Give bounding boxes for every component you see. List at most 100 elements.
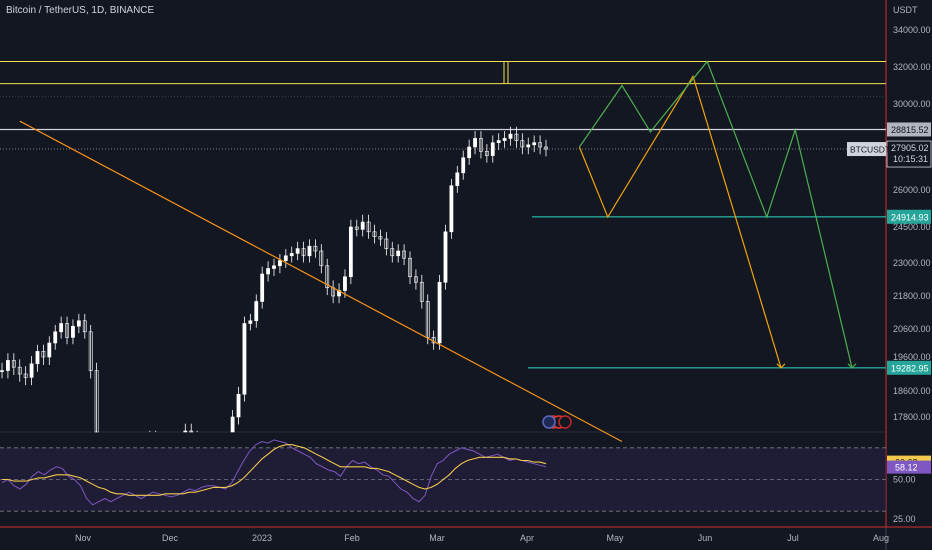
- time-tick-label: Apr: [520, 533, 534, 543]
- candle-body: [372, 231, 377, 237]
- candle-body: [313, 245, 318, 252]
- time-tick-label: Mar: [429, 533, 445, 543]
- candle-body: [283, 255, 288, 261]
- price-tick-label: 19600.00: [893, 352, 931, 362]
- candle-body: [473, 138, 477, 148]
- price-tick-label: 26000.00: [893, 185, 931, 195]
- rsi-tag: 58.12: [895, 463, 918, 473]
- candle-body: [94, 370, 99, 433]
- rsi-line: [1, 439, 547, 506]
- candle-body: [461, 157, 466, 174]
- projection-orange-path: [578, 74, 782, 368]
- candle-body: [23, 373, 28, 378]
- candle-body: [419, 281, 424, 302]
- support-1-price-tag: 24914.93: [891, 212, 929, 222]
- candle-body: [236, 393, 241, 418]
- candle-body: [65, 323, 69, 338]
- countdown-tag: 10:15:31: [893, 154, 928, 164]
- support-1-price-tag-bg: [887, 209, 931, 224]
- candle-body: [437, 281, 442, 344]
- candle-body: [11, 360, 16, 368]
- rsi-tick-label: 25.00: [893, 514, 916, 524]
- candle-body: [496, 140, 501, 144]
- projection-orange-path-arrow: [776, 363, 786, 369]
- price-tick-label: 20600.00: [893, 324, 931, 334]
- candle-body: [6, 360, 10, 371]
- time-tick-label: Jul: [787, 533, 799, 543]
- candle-body: [414, 276, 418, 283]
- candle-body: [29, 363, 34, 378]
- projection-green-path: [578, 60, 853, 368]
- symbol-tag-bg: [847, 142, 886, 157]
- price-tick-label: 24500.00: [893, 222, 931, 232]
- candle-body: [390, 248, 395, 257]
- candle-body: [47, 342, 52, 358]
- candle-body: [242, 323, 247, 395]
- candle-body: [479, 138, 483, 152]
- candle-body: [289, 253, 294, 257]
- candle-body: [189, 430, 194, 433]
- price-tick-label: 23000.00: [893, 258, 931, 268]
- candle-body: [443, 231, 448, 283]
- price-tick-label: 34000.00: [893, 25, 931, 35]
- rsi-ma-line: [2, 444, 547, 496]
- candle-body: [301, 248, 306, 257]
- candle-body: [35, 351, 40, 365]
- candle-body: [183, 430, 188, 433]
- support-2-price-tag: 19282.95: [891, 363, 929, 373]
- candle-body: [230, 416, 235, 433]
- candle-body: [17, 366, 22, 375]
- resistance-price-tag-bg: [887, 122, 931, 137]
- candle-body: [88, 331, 93, 371]
- candle-body: [508, 133, 513, 139]
- candle-body: [53, 331, 58, 344]
- candle-body: [41, 351, 46, 358]
- time-tick-label: 2023: [252, 533, 272, 543]
- current-price-box: [886, 140, 932, 168]
- event-flag-icon: [542, 415, 556, 429]
- rsi-tag-bg: [887, 460, 931, 474]
- candle-body: [514, 133, 519, 141]
- candle-body: [484, 151, 489, 156]
- candle-body: [408, 257, 412, 278]
- descending-trendline: [19, 120, 623, 443]
- candle-body: [538, 142, 542, 148]
- event-icon: [558, 415, 572, 429]
- price-tick-label: 17800.00: [893, 412, 931, 422]
- price-tick-label: 21800.00: [893, 291, 931, 301]
- candle-body: [0, 370, 4, 372]
- candle-body: [260, 273, 265, 302]
- current-price-tag: 27905.02: [891, 143, 929, 153]
- candle-body: [396, 250, 401, 257]
- candle-body: [455, 172, 460, 187]
- resistance-price-tag: 28815.52: [891, 125, 929, 135]
- candle-body: [360, 221, 365, 230]
- candle-body: [354, 226, 359, 230]
- candle-body: [76, 320, 81, 327]
- time-tick-label: May: [606, 533, 624, 543]
- candle-body: [425, 301, 430, 338]
- candle-body: [59, 323, 64, 333]
- candle-body: [254, 301, 259, 322]
- time-tick-label: Nov: [75, 533, 92, 543]
- candle-body: [71, 325, 75, 338]
- candle-body: [532, 142, 537, 146]
- candle-body: [266, 268, 270, 275]
- time-tick-label: Aug: [873, 533, 889, 543]
- price-tick-label: 18600.00: [893, 386, 931, 396]
- candle-body: [502, 138, 507, 141]
- candle-body: [325, 265, 330, 289]
- candle-body: [272, 265, 276, 269]
- candle-body: [520, 140, 525, 148]
- candle-body: [402, 250, 406, 259]
- candle-body: [343, 276, 347, 291]
- chart-title: Bitcoin / TetherUS, 1D, BINANCE: [6, 5, 155, 16]
- candle-body: [449, 185, 454, 233]
- candle-body: [544, 146, 548, 150]
- candle-body: [384, 238, 389, 249]
- currency-label: USDT: [893, 5, 918, 15]
- support-2-price-tag-bg: [887, 360, 931, 375]
- rsi-tick-label: 50.00: [893, 475, 916, 485]
